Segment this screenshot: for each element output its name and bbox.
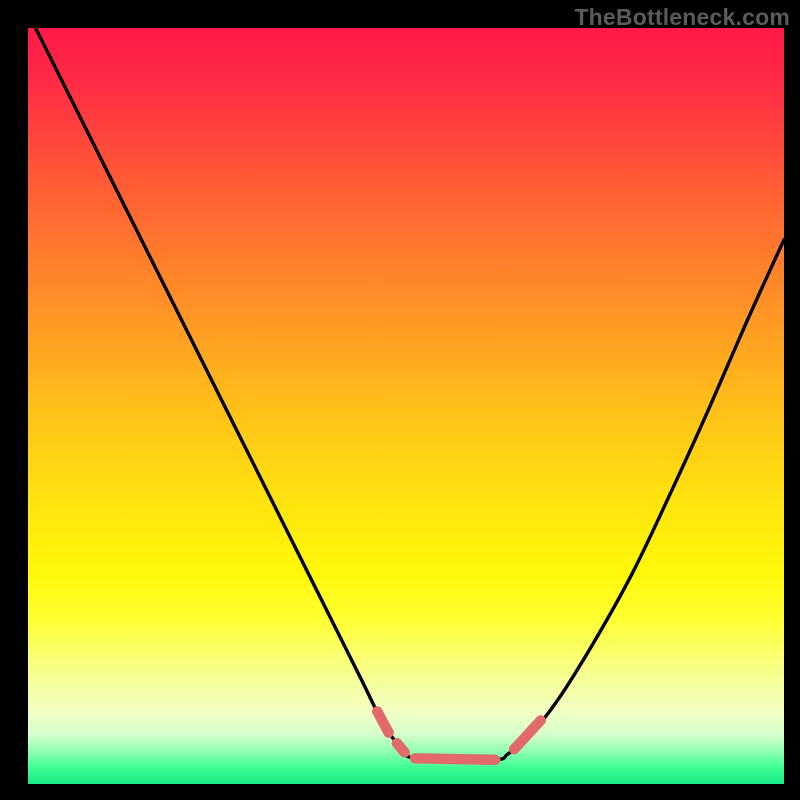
marker-segment-2 bbox=[415, 758, 495, 760]
marker-cap-b-3 bbox=[535, 715, 545, 725]
watermark-text: TheBottleneck.com bbox=[574, 4, 790, 31]
marker-cap-a-2 bbox=[410, 753, 420, 763]
marker-cap-a-0 bbox=[372, 706, 382, 716]
marker-cap-b-0 bbox=[383, 727, 393, 737]
marker-cap-a-3 bbox=[509, 744, 519, 754]
marker-cap-a-1 bbox=[392, 738, 402, 748]
marker-cap-b-2 bbox=[490, 755, 500, 765]
plot-svg bbox=[28, 28, 784, 784]
gradient-background bbox=[28, 28, 784, 784]
marker-cap-b-1 bbox=[399, 747, 409, 757]
chart-frame: TheBottleneck.com bbox=[0, 0, 800, 800]
plot-area bbox=[28, 28, 784, 784]
